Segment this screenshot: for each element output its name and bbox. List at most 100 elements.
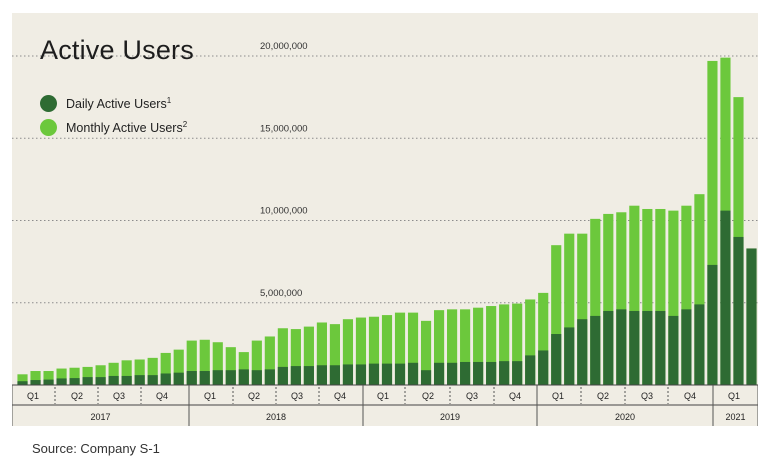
- bar-mau-15: [212, 342, 223, 385]
- bar-dau-5: [82, 377, 93, 385]
- quarter-label-0: Q1: [27, 391, 39, 401]
- bar-dau-6: [95, 377, 106, 385]
- bar-mau-18: [251, 340, 262, 385]
- bar-dau-49: [655, 310, 666, 385]
- quarter-label-10: Q3: [466, 391, 478, 401]
- bar-dau-34: [460, 361, 471, 385]
- quarter-label-8: Q1: [377, 391, 389, 401]
- bar-mau-34: [460, 309, 471, 385]
- bar-mau-26: [355, 317, 367, 385]
- legend-label-dau: Daily Active Users: [66, 97, 167, 112]
- year-label-1: 2018: [266, 412, 286, 422]
- bar-dau-42: [564, 327, 575, 385]
- quarter-label-3: Q4: [156, 391, 168, 401]
- y-tick-label-3: 20,000,000: [260, 41, 308, 52]
- bar-mau-43: [577, 233, 588, 385]
- bar-mau-28: [381, 315, 393, 385]
- bar-dau-53: [707, 264, 718, 385]
- bar-dau-2: [43, 379, 54, 385]
- bar-dau-39: [525, 355, 536, 385]
- bar-dau-17: [238, 369, 249, 385]
- bar-dau-45: [603, 310, 614, 385]
- bar-mau-53: [707, 60, 718, 386]
- quarter-label-5: Q2: [248, 391, 260, 401]
- bar-mau-27: [368, 316, 380, 385]
- bar-mau-1: [30, 371, 41, 385]
- y-tick-label-2: 15,000,000: [260, 123, 308, 134]
- bar-mau-19: [264, 336, 275, 385]
- bar-dau-32: [433, 362, 445, 385]
- quarter-label-11: Q4: [509, 391, 521, 401]
- bar-mau-11: [160, 352, 171, 385]
- bar-dau-30: [407, 362, 419, 385]
- chart-area: 5,000,000 10,000,000 15,000,000 20,000,000 Q…: [12, 13, 758, 426]
- bar-mau-32: [433, 310, 445, 385]
- quarter-label-15: Q4: [684, 391, 696, 401]
- bar-mau-23: [316, 322, 327, 385]
- bar-dau-19: [264, 369, 275, 385]
- bar-dau-23: [316, 365, 327, 385]
- quarter-label-9: Q2: [422, 391, 434, 401]
- bar-mau-52: [694, 194, 705, 385]
- bar-mau-14: [199, 339, 210, 385]
- bar-dau-52: [694, 304, 705, 385]
- bar-mau-2: [43, 371, 54, 385]
- bar-dau-11: [160, 373, 171, 385]
- bar-dau-51: [681, 309, 692, 385]
- bar-dau-13: [186, 371, 197, 385]
- bar-mau-13: [186, 340, 197, 385]
- bar-mau-46: [616, 212, 627, 385]
- bar-mau-40: [538, 292, 549, 385]
- bar-mau-44: [590, 218, 601, 385]
- bar-mau-3: [56, 368, 67, 385]
- bar-dau-16: [225, 370, 236, 385]
- year-label-2: 2019: [440, 412, 460, 422]
- bar-mau-33: [447, 309, 458, 385]
- bar-dau-26: [355, 364, 367, 385]
- bar-dau-31: [420, 370, 432, 385]
- bar-mau-4: [69, 367, 80, 385]
- bar-dau-41: [551, 334, 562, 385]
- bar-mau-38: [512, 303, 523, 385]
- bar-mau-10: [147, 357, 158, 385]
- bar-dau-33: [447, 362, 458, 385]
- bar-mau-5: [82, 366, 93, 385]
- bar-mau-0: [17, 374, 28, 385]
- bar-dau-56: [746, 248, 757, 385]
- bar-dau-20: [277, 366, 288, 385]
- bar-mau-42: [564, 233, 575, 385]
- quarter-label-13: Q2: [597, 391, 609, 401]
- bar-mau-47: [629, 205, 640, 385]
- bar-mau-51: [681, 205, 692, 385]
- bar-mau-31: [420, 320, 432, 385]
- bar-mau-17: [238, 352, 249, 385]
- year-label-4: 2021: [725, 412, 745, 422]
- bar-dau-48: [642, 310, 653, 385]
- bar-dau-9: [134, 375, 145, 385]
- bar-dau-54: [720, 210, 731, 385]
- source-note: Source: Company S-1: [32, 441, 160, 456]
- bar-dau-46: [616, 309, 627, 385]
- bar-dau-47: [629, 310, 640, 385]
- legend-sup-dau: 1: [166, 95, 172, 105]
- bar-mau-16: [225, 347, 236, 385]
- bar-dau-44: [590, 315, 601, 385]
- year-label-0: 2017: [90, 412, 110, 422]
- bar-dau-18: [251, 370, 262, 385]
- bar-mau-9: [134, 359, 145, 385]
- bar-mau-39: [525, 299, 536, 385]
- y-tick-label-0: 5,000,000: [260, 288, 302, 299]
- bar-mau-45: [603, 213, 614, 385]
- bar-mau-6: [95, 365, 106, 385]
- bar-dau-8: [121, 375, 132, 385]
- bar-dau-36: [486, 361, 497, 385]
- bar-mau-29: [394, 312, 406, 385]
- bar-mau-21: [290, 329, 301, 385]
- bar-dau-27: [368, 363, 380, 385]
- bar-dau-24: [329, 365, 341, 385]
- bar-dau-35: [473, 361, 484, 385]
- legend-label-mau: Monthly Active Users: [66, 121, 183, 136]
- bar-mau-50: [668, 210, 679, 385]
- bar-mau-49: [655, 208, 666, 385]
- bar-dau-40: [538, 350, 549, 385]
